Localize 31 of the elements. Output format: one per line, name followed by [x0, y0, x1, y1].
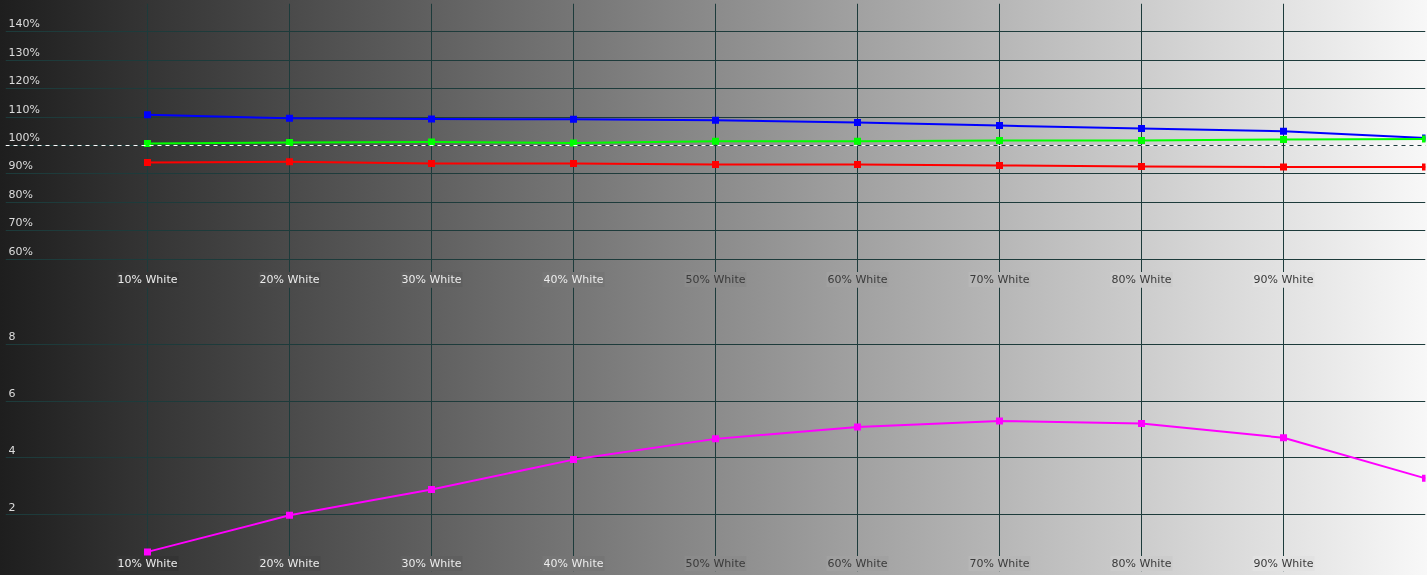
- x-tick-label: 30% White: [401, 273, 462, 286]
- x-tick-label: 70% White: [969, 273, 1030, 286]
- x-tick-label: 80% White: [1111, 557, 1172, 570]
- y-tick-label: 120%: [8, 74, 40, 88]
- y-tick-label: 110%: [8, 102, 40, 116]
- y-tick-label: 140%: [8, 17, 40, 31]
- x-tick-label: 30% White: [401, 557, 462, 570]
- x-tick-label: 40% White: [543, 557, 604, 570]
- y-tick-label: 100%: [8, 131, 40, 144]
- y-tick-label: 80%: [8, 187, 33, 201]
- y-tick-label: 2: [8, 500, 16, 514]
- y-tick-label: 130%: [8, 45, 40, 59]
- x-tick-label: 90% White: [1253, 273, 1314, 286]
- x-tick-label: 10% White: [117, 273, 178, 286]
- x-tick-label: 50% White: [685, 273, 746, 286]
- x-tick-label: 50% White: [685, 557, 746, 570]
- y-tick-label: 70%: [8, 216, 33, 230]
- y-tick-label: 4: [8, 443, 16, 457]
- x-tick-label: 90% White: [1253, 557, 1314, 570]
- x-tick-label: 20% White: [259, 557, 320, 570]
- y-tick-label: 8: [8, 330, 16, 344]
- x-tick-label: 60% White: [827, 273, 888, 286]
- x-tick-label: 60% White: [827, 557, 888, 570]
- x-tick-label: 80% White: [1111, 273, 1172, 286]
- x-tick-label: 20% White: [259, 273, 320, 286]
- x-tick-label: 70% White: [969, 557, 1030, 570]
- x-tick-label: 40% White: [543, 273, 604, 286]
- y-tick-label: 60%: [8, 244, 33, 258]
- y-tick-label: 6: [8, 387, 16, 401]
- x-tick-label: 10% White: [117, 557, 178, 570]
- y-tick-label: 90%: [8, 159, 33, 173]
